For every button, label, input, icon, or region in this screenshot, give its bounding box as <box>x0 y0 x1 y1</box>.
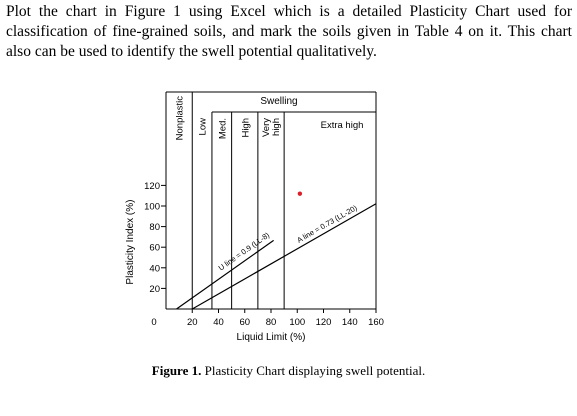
y-tick-label-60: 60 <box>149 243 160 254</box>
caption-label: Figure 1. <box>151 363 202 378</box>
figure-caption: Figure 1. Plasticity Chart displaying sw… <box>0 363 577 379</box>
zone-label-very-high: Veryhigh <box>261 118 282 137</box>
zone-label-high: High <box>240 118 251 138</box>
x-tick-label-80: 80 <box>266 317 277 328</box>
y-tick-label-100: 100 <box>144 202 160 213</box>
y-axis-title: Plasticity Index (%) <box>125 200 136 285</box>
x-tick-label-140: 140 <box>342 317 358 328</box>
zone-label-extra-high: Extra high <box>321 120 364 131</box>
x-tick-label-160: 160 <box>368 317 384 328</box>
x-tick-label-120: 120 <box>316 317 332 328</box>
x-tick-label-20: 20 <box>187 317 198 328</box>
zone-label-low: Low <box>198 118 209 136</box>
x-tick-label-60: 60 <box>239 317 250 328</box>
marked-soil-point <box>297 191 303 196</box>
zone-label-nonplastic: Nonplastic <box>175 96 186 141</box>
paragraph-line-1: Plot the chart in Figure 1 using Excel w… <box>6 3 572 20</box>
u-line <box>176 239 274 310</box>
caption-text: Plasticity Chart displaying swell potent… <box>201 363 426 378</box>
y-tick-label-40: 40 <box>149 263 160 274</box>
x-tick-label-0: 0 <box>151 317 156 328</box>
x-tick-label-100: 100 <box>289 317 305 328</box>
a-line <box>191 203 377 310</box>
y-tick-label-80: 80 <box>149 222 160 233</box>
paragraph-line-3: also can be used to identify the swell p… <box>6 43 377 60</box>
y-tick-label-20: 20 <box>149 284 160 295</box>
a-line-label: A line = 0.73 (LL-20) <box>295 203 359 245</box>
paragraph-line-2: classification of fine-grained soils, an… <box>6 23 572 40</box>
instruction-paragraph: Plot the chart in Figure 1 using Excel w… <box>6 2 572 62</box>
swelling-header: Swelling <box>260 96 297 107</box>
u-line-label: U line = 0.9 (LL-8) <box>217 230 272 272</box>
zone-label-med: Med. <box>217 118 228 139</box>
x-axis-title: Liquid Limit (%) <box>237 332 306 343</box>
x-tick-label-40: 40 <box>213 317 224 328</box>
y-tick-label-120: 120 <box>144 181 160 192</box>
